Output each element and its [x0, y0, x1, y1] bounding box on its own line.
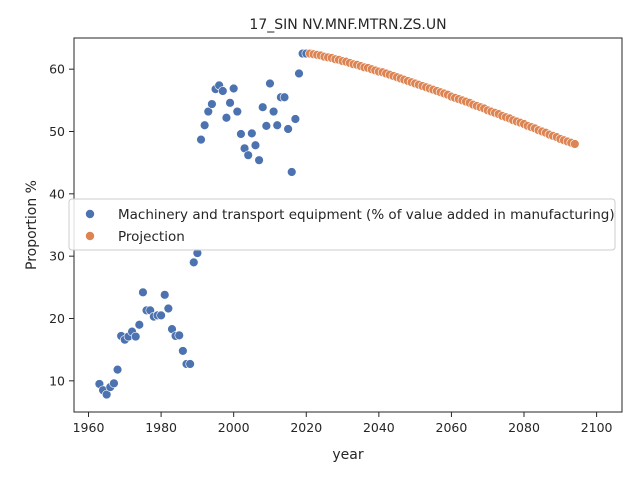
y-axis: 10 20 30 40 50 60 [49, 62, 74, 388]
y-tick-label: 60 [49, 62, 65, 77]
data-point-historical [185, 359, 195, 369]
data-point-historical [258, 102, 268, 112]
y-tick-label: 10 [49, 373, 65, 388]
data-point-historical [189, 257, 199, 268]
data-point-historical [134, 320, 145, 330]
y-axis-label: Proportion % [24, 180, 40, 270]
legend-label-machinery: Machinery and transport equipment (% of … [118, 207, 615, 223]
y-tick-label: 30 [49, 249, 65, 264]
data-point-historical [283, 124, 293, 134]
data-point-historical [138, 287, 148, 298]
data-point-historical [225, 98, 235, 108]
data-point-historical [203, 106, 213, 117]
data-point-historical [112, 364, 123, 375]
x-tick-label: 2020 [290, 420, 322, 435]
data-point-historical [199, 120, 210, 130]
data-point-historical [130, 331, 141, 342]
data-point-historical [290, 114, 301, 124]
data-point-historical [196, 134, 206, 145]
x-tick-label: 2060 [436, 420, 468, 435]
data-point-projection [570, 139, 580, 149]
legend-label-projection: Projection [118, 229, 185, 245]
legend: Machinery and transport equipment (% of … [68, 198, 616, 251]
data-point-historical [174, 330, 184, 341]
data-point-historical [287, 167, 297, 177]
x-axis-label: year [332, 447, 363, 463]
x-tick-label: 2080 [508, 420, 540, 435]
data-point-historical [156, 310, 166, 321]
data-point-historical [243, 150, 253, 160]
y-tick-label: 50 [49, 124, 65, 139]
data-point-historical [109, 378, 119, 389]
legend-marker-machinery [85, 208, 96, 219]
data-point-historical [160, 290, 170, 300]
data-point-historical [178, 346, 188, 356]
chart-title: 17_SIN NV.MNF.MTRN.ZS.UN [249, 17, 446, 33]
data-point-historical [236, 129, 246, 139]
x-tick-label: 2100 [581, 420, 613, 435]
x-tick-label: 2040 [363, 420, 395, 435]
data-point-historical [268, 106, 279, 117]
data-point-historical [101, 389, 112, 400]
data-point-historical [163, 303, 174, 314]
x-tick-label: 2000 [218, 420, 250, 435]
y-tick-label: 20 [49, 311, 65, 326]
data-point-historical [250, 140, 261, 150]
x-tick-label: 1960 [73, 420, 105, 435]
plot-points [94, 48, 580, 400]
legend-marker-projection [85, 230, 96, 241]
legend-box [68, 198, 616, 251]
data-point-historical [265, 78, 275, 89]
x-axis: 1960 1980 2000 2020 2040 2060 2080 2100 [73, 412, 613, 435]
data-point-historical [221, 113, 232, 123]
data-point-historical [207, 99, 217, 109]
data-point-historical [261, 121, 272, 131]
data-point-historical [247, 128, 257, 139]
data-point-historical [232, 106, 243, 117]
data-point-historical [294, 68, 304, 79]
x-tick-label: 1980 [145, 420, 177, 435]
data-point-historical [254, 155, 264, 165]
data-point-historical [279, 92, 290, 102]
data-point-historical [218, 86, 228, 96]
y-tick-label: 40 [49, 186, 65, 201]
data-point-historical [272, 120, 282, 130]
data-point-historical [228, 83, 239, 94]
